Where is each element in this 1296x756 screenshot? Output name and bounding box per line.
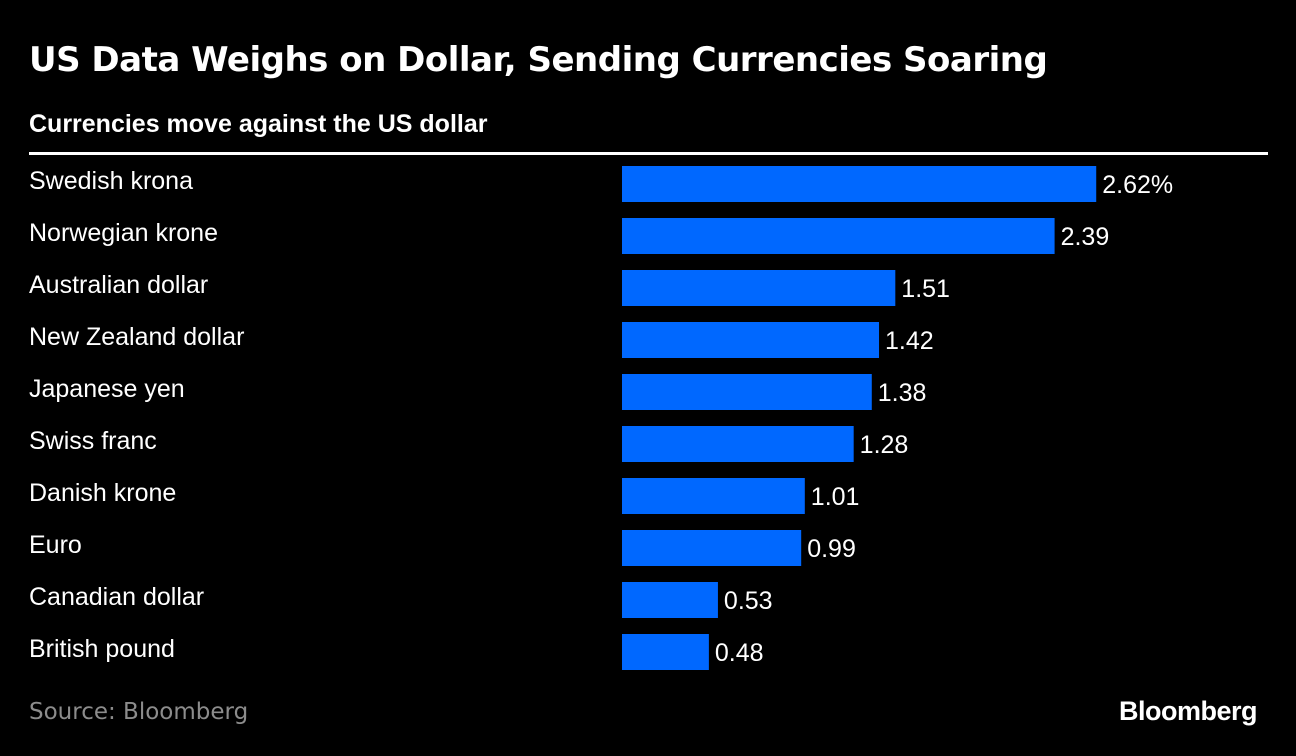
bar (622, 530, 802, 566)
category-label: Canadian dollar (29, 583, 204, 611)
value-label: 1.01 (811, 483, 860, 511)
value-label: 0.99 (807, 535, 856, 563)
category-label: Euro (29, 531, 82, 559)
bar (622, 218, 1055, 254)
bar (622, 426, 854, 462)
category-label: Norwegian krone (29, 219, 218, 247)
bar (622, 582, 718, 618)
category-label: Swiss franc (29, 427, 157, 455)
chart-title: US Data Weighs on Dollar, Sending Curren… (29, 40, 1048, 80)
value-label: 0.53 (724, 587, 773, 615)
bar (622, 322, 880, 358)
chart-subtitle: Currencies move against the US dollar (29, 110, 488, 138)
category-label: Swedish krona (29, 167, 193, 195)
source-note: Source: Bloomberg (29, 699, 249, 725)
bar (622, 478, 805, 514)
value-label: 1.28 (860, 431, 909, 459)
value-label: 2.39 (1061, 223, 1110, 251)
value-label: 1.38 (878, 379, 927, 407)
header-divider (29, 152, 1268, 155)
bloomberg-logo: Bloomberg (1118, 696, 1258, 726)
value-label: 2.62% (1102, 171, 1173, 199)
category-label: Danish krone (29, 479, 176, 507)
bar (622, 270, 896, 306)
bar (622, 374, 872, 410)
value-label: 1.51 (901, 275, 950, 303)
category-label: Japanese yen (29, 375, 185, 403)
category-label: Australian dollar (29, 271, 208, 299)
value-label: 0.48 (715, 639, 764, 667)
bar (622, 634, 709, 670)
category-label: New Zealand dollar (29, 323, 244, 351)
value-label: 1.42 (885, 327, 934, 355)
category-label: British pound (29, 635, 175, 663)
bar (622, 166, 1097, 202)
